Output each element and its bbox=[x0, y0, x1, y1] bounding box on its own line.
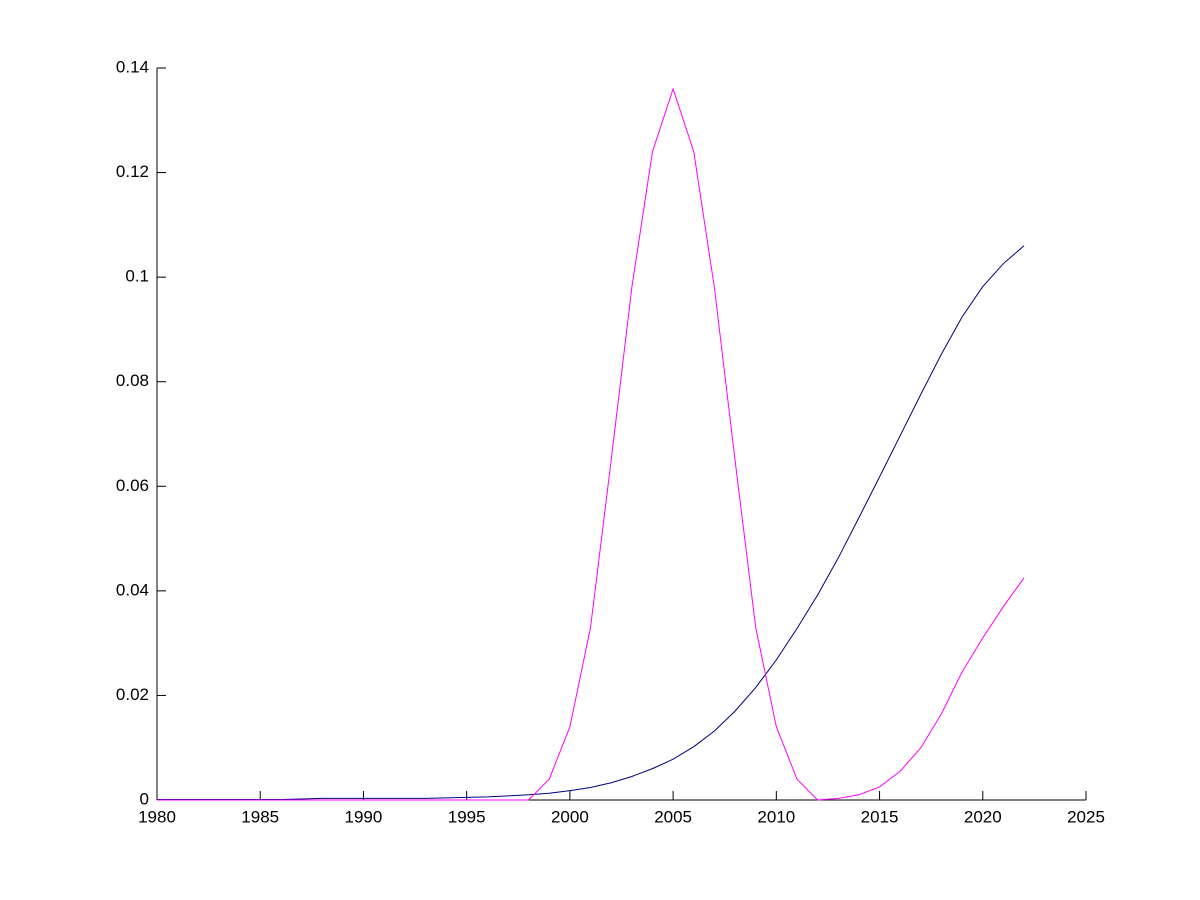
x-tick-label: 1990 bbox=[345, 807, 383, 826]
x-tick-label: 2015 bbox=[861, 807, 899, 826]
y-tick-label: 0.08 bbox=[116, 371, 149, 390]
y-tick-label: 0.1 bbox=[125, 267, 149, 286]
x-tick-label: 2010 bbox=[757, 807, 795, 826]
y-tick-label: 0.02 bbox=[116, 685, 149, 704]
x-tick-label: 2005 bbox=[654, 807, 692, 826]
y-tick-label: 0.04 bbox=[116, 580, 149, 599]
x-tick-label: 2020 bbox=[964, 807, 1002, 826]
y-tick-label: 0 bbox=[140, 789, 149, 808]
x-tick-label: 2000 bbox=[551, 807, 589, 826]
data-line bbox=[157, 87, 1025, 801]
y-tick-label: 0.06 bbox=[116, 476, 149, 495]
x-tick-label: 1985 bbox=[241, 807, 279, 826]
data-line bbox=[157, 245, 1025, 800]
x-tick-label: 2025 bbox=[1067, 807, 1105, 826]
x-tick-label: 1980 bbox=[138, 807, 176, 826]
y-tick-label: 0.12 bbox=[116, 162, 149, 181]
x-tick-label: 1995 bbox=[448, 807, 486, 826]
y-tick-label: 0.14 bbox=[116, 57, 149, 76]
